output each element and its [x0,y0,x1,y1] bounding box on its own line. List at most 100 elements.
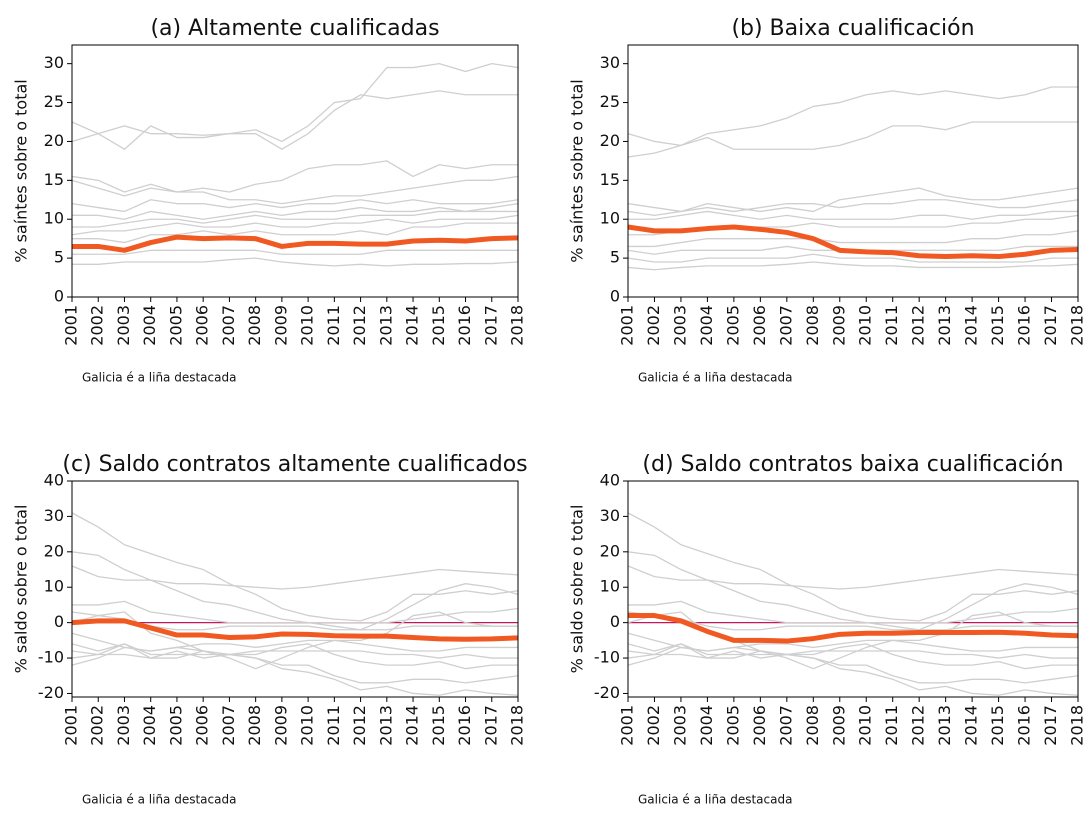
x-tick-label: 2003 [670,305,689,346]
x-tick-label: 2014 [403,705,422,746]
series-line [71,565,519,590]
series-line [71,160,518,193]
series-line [628,210,1078,220]
x-tick-label: 2013 [376,305,395,346]
x-tick-label: 2009 [829,305,848,346]
highlight-line [628,613,1079,644]
y-tick-label: 10 [44,577,64,596]
x-tick-label: 2016 [1015,705,1034,746]
y-tick-label: -10 [594,648,620,667]
x-tick-label: 2006 [750,305,769,346]
y-tick-label: -20 [38,683,64,702]
series-line [627,86,1078,158]
x-tick-label: 2015 [988,305,1007,346]
note: Galicia é a liña destacada [82,793,236,807]
y-tick-label: 20 [44,131,64,150]
series-line [71,551,519,631]
x-tick-label: 2010 [298,705,317,746]
series-line [72,203,519,220]
x-tick-label: 2002 [88,705,107,746]
x-tick-label: 2007 [219,305,238,346]
series-line [627,565,1079,590]
x-tick-label: 2003 [114,305,133,346]
series-line [627,643,1078,670]
y-tick-label: 10 [600,209,620,228]
x-tick-label: 2008 [803,705,822,746]
x-tick-label: 2008 [245,305,264,346]
x-tick-label: 2004 [697,705,716,746]
x-tick-label: 2003 [114,705,133,746]
x-tick-label: 2017 [1041,305,1060,346]
x-tick-label: 2011 [882,305,901,346]
x-tick-label: 2001 [618,305,637,346]
series-line [71,512,519,622]
x-tick-label: 2001 [62,705,81,746]
plot-frame [71,44,519,298]
x-tick-label: 2009 [271,705,290,746]
note: Galicia é a liña destacada [638,793,792,807]
x-tick-label: 2005 [166,705,185,746]
y-tick-label: 5 [610,248,620,267]
x-tick-label: 2012 [350,705,369,746]
x-tick-label: 2002 [88,305,107,346]
x-tick-label: 2012 [909,305,928,346]
x-tick-label: 2018 [1068,305,1087,346]
note: Galicia é a liña destacada [82,371,236,385]
highlight-line [71,618,519,642]
x-tick-label: 2001 [618,705,637,746]
x-tick-label: 2015 [429,305,448,346]
series-line [72,249,518,255]
series-line [627,261,1079,271]
x-tick-label: 2013 [376,705,395,746]
x-tick-label: 2002 [644,705,663,746]
x-tick-label: 2005 [723,305,742,346]
y-tick-label: 40 [44,471,64,490]
y-tick-label: 40 [600,471,620,490]
y-tick-label: 20 [44,541,64,560]
series-line [71,643,518,659]
series-line [72,210,518,228]
y-axis-label: % saíntes sobre o total [12,79,31,262]
panel-title: (a) Altamente cualificadas [150,16,439,41]
y-tick-label: 10 [44,209,64,228]
series-line [71,63,519,143]
x-tick-label: 2018 [1068,705,1087,746]
y-tick-label: 20 [600,541,620,560]
highlight-line [627,224,1079,260]
series-line [71,611,518,670]
x-tick-label: 2018 [508,705,527,746]
series-line [71,646,519,684]
y-tick-label: 0 [54,287,64,306]
y-tick-label: 0 [610,287,620,306]
series-line [627,253,1078,263]
x-tick-label: 2012 [909,705,928,746]
series-line [627,199,1079,213]
series-line [71,199,519,213]
x-tick-label: 2012 [350,305,369,346]
highlight-line [72,234,519,253]
x-tick-label: 2008 [803,305,822,346]
x-tick-label: 2006 [750,705,769,746]
y-tick-label: 25 [44,92,64,111]
x-tick-label: 2016 [455,305,474,346]
x-tick-label: 2018 [508,305,527,346]
x-tick-label: 2016 [1015,305,1034,346]
x-tick-label: 2017 [481,305,500,346]
series-line [71,643,518,670]
x-tick-label: 2010 [856,705,875,746]
x-tick-label: 2004 [140,705,159,746]
x-tick-label: 2010 [298,305,317,346]
panel-title: (d) Saldo contratos baixa cualificación [642,452,1063,477]
series-line [627,187,1079,216]
x-tick-label: 2003 [670,705,689,746]
x-tick-label: 2014 [962,705,981,746]
x-tick-label: 2014 [962,305,981,346]
x-tick-label: 2004 [697,305,716,346]
series-line [627,121,1078,150]
x-tick-label: 2007 [776,705,795,746]
x-tick-label: 2014 [403,305,422,346]
x-tick-label: 2011 [324,305,343,346]
y-axis-label: % saíntes sobre o total [568,79,587,262]
x-tick-label: 2011 [882,705,901,746]
